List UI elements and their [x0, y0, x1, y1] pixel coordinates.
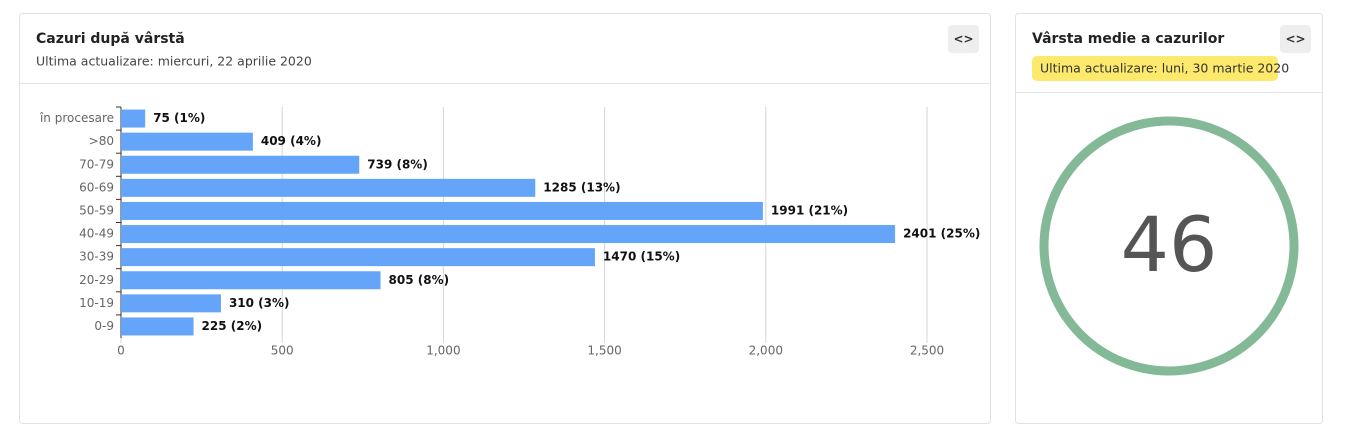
bar	[121, 225, 896, 244]
bar	[121, 132, 253, 151]
y-tick-label: 40-49	[79, 227, 114, 241]
y-tick-label: în procesare	[39, 111, 114, 125]
data-label: 739 (8%)	[367, 157, 428, 171]
data-label: 75 (1%)	[153, 111, 205, 125]
data-label: 1991 (21%)	[771, 203, 848, 217]
data-label: 310 (3%)	[229, 296, 290, 310]
data-label: 805 (8%)	[389, 273, 450, 287]
plot: 75 (1%) 409 (4%) 739 (8%) 1285 (13%) 1991 (2…	[116, 106, 980, 343]
embed-label[interactable]: <>	[1285, 32, 1305, 46]
y-tick-label: 20-29	[79, 273, 114, 287]
bar	[121, 271, 381, 290]
y-tick-label: >80	[89, 134, 114, 148]
embed-button[interactable]	[948, 25, 979, 53]
y-tick-label: 60-69	[79, 180, 114, 194]
x-tick-label: 0	[117, 344, 125, 358]
x-tick-label: 2,000	[749, 344, 783, 358]
bar	[121, 178, 536, 197]
embed-button[interactable]	[1280, 25, 1311, 53]
chart-subtitle: Ultima actualizare: miercuri, 22 aprilie…	[36, 54, 312, 69]
y-tick-label: 10-19	[79, 296, 114, 310]
chart-title: Cazuri după vârstă	[36, 31, 185, 47]
y-tick-label: 70-79	[79, 157, 114, 171]
x-tick-label: 1,500	[587, 344, 621, 358]
bar	[121, 201, 763, 220]
x-tick-label: 1,000	[426, 344, 460, 358]
y-tick-label: 50-59	[79, 203, 114, 217]
ring	[1039, 116, 1299, 376]
card-title: Vârsta medie a cazurilor	[1032, 31, 1224, 47]
highlight	[1032, 56, 1278, 81]
y-tick-label: 0-9	[94, 319, 114, 333]
bar	[121, 155, 360, 174]
age-card	[1015, 13, 1323, 424]
data-label: 409 (4%)	[261, 134, 322, 148]
bar	[121, 294, 221, 313]
bar	[121, 109, 146, 128]
average-age: 46	[1121, 200, 1218, 289]
data-label: 1285 (13%)	[543, 180, 620, 194]
card-updated: Ultima actualizare: luni, 30 martie 2020	[1040, 61, 1289, 76]
bar	[121, 248, 595, 267]
y-tick-label: 30-39	[79, 250, 114, 264]
bar	[121, 317, 194, 336]
x-tick-label: 500	[271, 344, 294, 358]
embed-label[interactable]: <>	[953, 32, 973, 46]
data-label: 225 (2%)	[202, 319, 263, 333]
data-label: 1470 (15%)	[603, 250, 680, 264]
data-label: 2401 (25%)	[903, 227, 980, 241]
x-tick-label: 2,500	[910, 344, 944, 358]
